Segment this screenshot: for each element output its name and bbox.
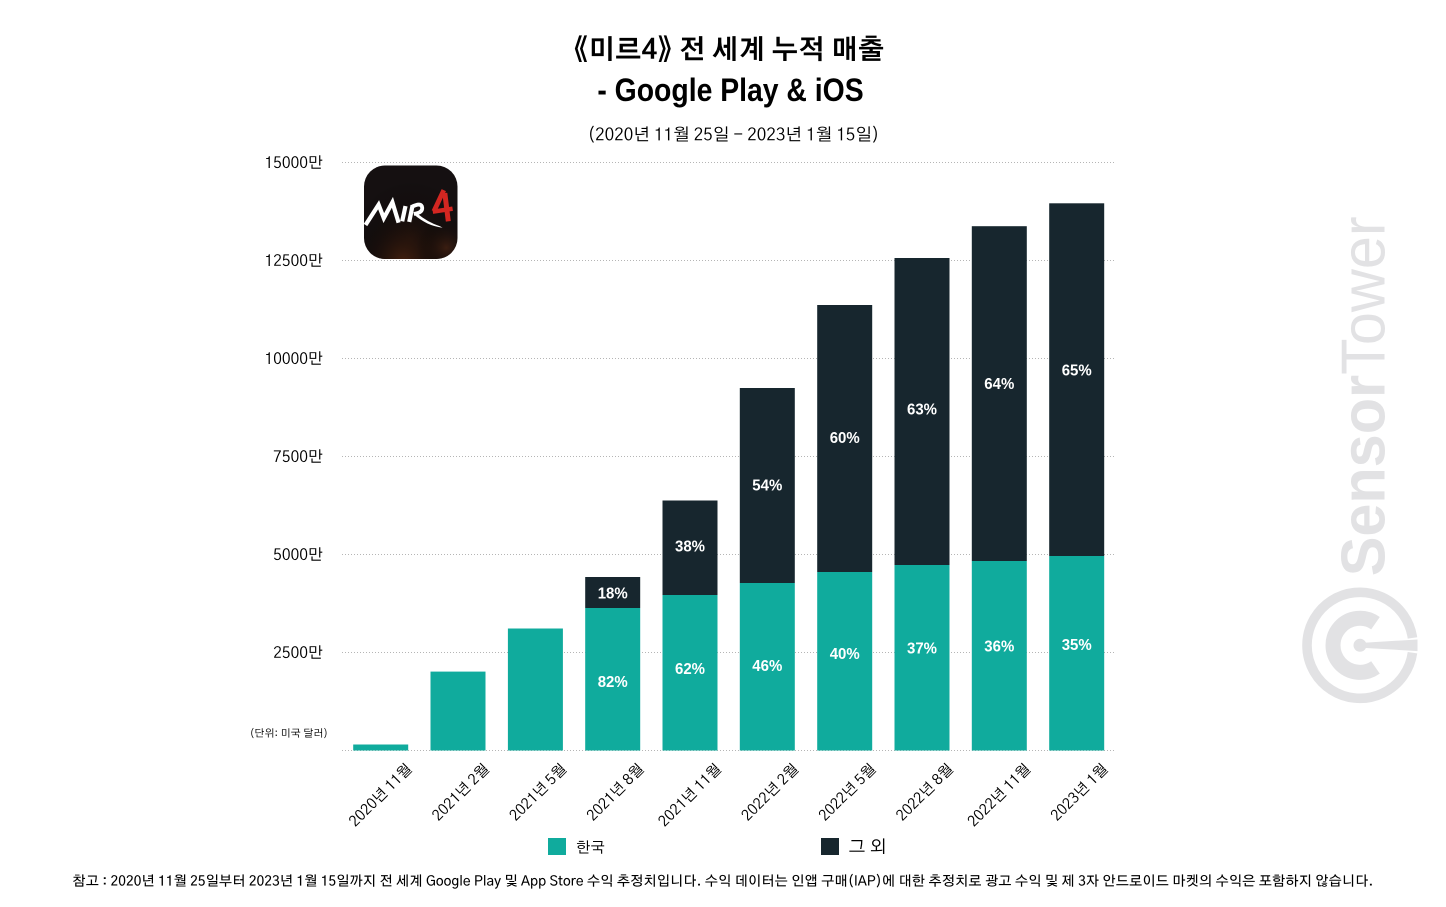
svg-text:63%: 63% xyxy=(907,402,937,419)
svg-text:18%: 18% xyxy=(598,586,628,603)
svg-text:62%: 62% xyxy=(675,661,705,678)
svg-text:64%: 64% xyxy=(984,376,1014,393)
svg-text:65%: 65% xyxy=(1062,363,1092,380)
svg-text:- Google Play & iOS: - Google Play & iOS xyxy=(597,72,863,108)
svg-text:46%: 46% xyxy=(752,658,782,675)
svg-text:40%: 40% xyxy=(830,646,860,663)
svg-text:38%: 38% xyxy=(675,539,705,556)
svg-text:35%: 35% xyxy=(1062,637,1092,654)
svg-text:SensorTower: SensorTower xyxy=(1330,216,1399,576)
svg-text:82%: 82% xyxy=(598,674,628,691)
svg-text:54%: 54% xyxy=(752,478,782,495)
svg-text:37%: 37% xyxy=(907,640,937,657)
svg-text:60%: 60% xyxy=(830,430,860,447)
svg-text:36%: 36% xyxy=(984,638,1014,655)
